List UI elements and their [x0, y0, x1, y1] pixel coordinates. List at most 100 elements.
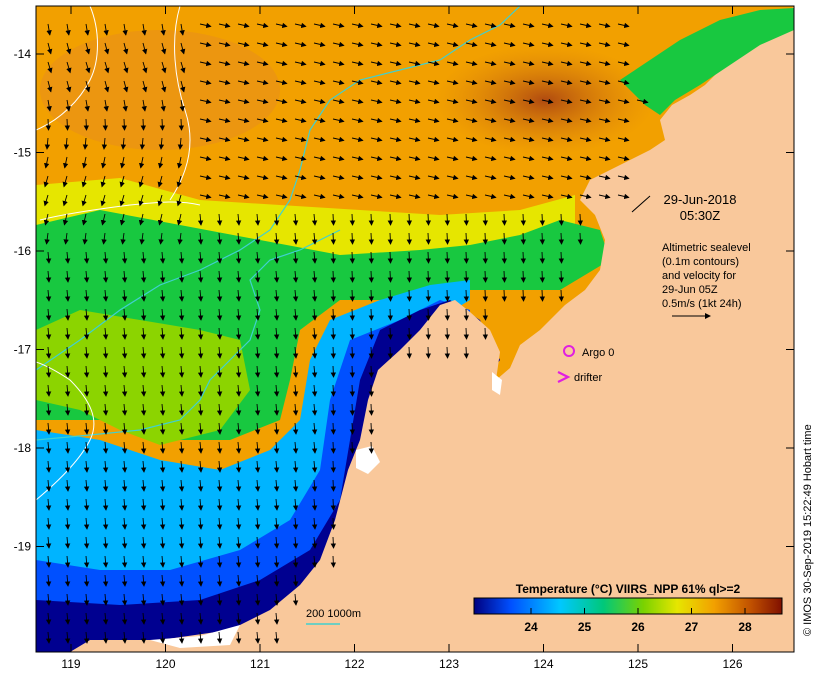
- velocity-arrow: [387, 251, 394, 264]
- velocity-arrow: [292, 289, 299, 302]
- legend-line: 0.5m/s (1kt 24h): [662, 298, 741, 310]
- colorbar-tick-label: 27: [685, 620, 699, 634]
- velocity-arrow: [292, 327, 299, 340]
- velocity-arrow: [617, 117, 630, 124]
- velocity-arrow: [617, 41, 630, 48]
- velocity-arrow: [43, 175, 49, 188]
- velocity-arrow: [45, 536, 52, 549]
- velocity-arrow: [273, 536, 280, 549]
- velocity-arrow: [64, 498, 71, 511]
- velocity-arrow: [121, 403, 128, 416]
- velocity-arrow: [218, 41, 231, 48]
- velocity-arrow: [617, 155, 630, 162]
- velocity-arrow: [83, 574, 90, 587]
- velocity-arrow: [560, 22, 573, 29]
- velocity-arrow: [121, 517, 128, 530]
- velocity-arrow: [541, 155, 554, 162]
- isobath-200m: [36, 6, 521, 371]
- velocity-arrow: [484, 79, 497, 86]
- velocity-arrow: [292, 213, 299, 226]
- velocity-arrow: [45, 517, 52, 530]
- velocity-arrow: [197, 270, 204, 283]
- velocity-arrow: [237, 79, 250, 86]
- velocity-arrow: [140, 327, 147, 340]
- velocity-arrow: [140, 517, 147, 530]
- velocity-arrow: [102, 308, 109, 321]
- velocity-arrow: [311, 555, 318, 568]
- velocity-arrow: [159, 118, 166, 131]
- drifter-label: drifter: [574, 372, 602, 384]
- velocity-arrow: [119, 194, 125, 207]
- velocity-arrow: [121, 631, 128, 644]
- velocity-arrow: [197, 593, 204, 606]
- velocity-arrow: [197, 251, 204, 264]
- velocity-arrow: [368, 251, 375, 264]
- x-tick-label: 124: [533, 657, 553, 671]
- velocity-arrow: [178, 460, 185, 473]
- velocity-arrow: [482, 213, 489, 226]
- velocity-arrow: [45, 479, 52, 492]
- velocity-arrow: [598, 117, 611, 124]
- velocity-arrow: [273, 517, 280, 530]
- velocity-arrow: [254, 631, 261, 644]
- velocity-arrow: [330, 308, 337, 321]
- colorbar-tick-label: 24: [524, 620, 538, 634]
- velocity-arrow: [218, 174, 231, 181]
- velocity-arrow: [237, 22, 250, 29]
- velocity-arrow: [64, 517, 71, 530]
- velocity-arrow: [102, 251, 109, 264]
- time-pointer: [631, 195, 651, 213]
- velocity-arrow: [235, 517, 242, 530]
- velocity-arrow: [178, 498, 185, 511]
- velocity-arrow: [83, 593, 90, 606]
- velocity-arrow: [64, 365, 71, 378]
- velocity-arrow: [254, 536, 261, 549]
- velocity-arrow: [62, 213, 69, 226]
- velocity-arrow: [254, 498, 261, 511]
- velocity-arrow: [178, 118, 185, 131]
- velocity-arrow: [273, 612, 280, 625]
- x-tick-label: 126: [722, 657, 742, 671]
- velocity-arrow: [275, 98, 288, 105]
- velocity-arrow: [45, 612, 52, 625]
- velocity-arrow: [313, 174, 326, 181]
- velocity-arrow: [199, 60, 212, 67]
- velocity-arrow: [579, 41, 592, 48]
- velocity-arrow: [83, 479, 90, 492]
- velocity-arrow: [444, 270, 451, 283]
- velocity-arrow: [330, 346, 337, 359]
- velocity-arrow: [256, 41, 269, 48]
- velocity-arrow: [254, 555, 261, 568]
- velocity-arrow: [180, 61, 186, 74]
- velocity-arrow: [579, 136, 592, 143]
- velocity-arrow: [45, 251, 52, 264]
- velocity-arrow: [197, 574, 204, 587]
- velocity-arrow: [463, 213, 470, 226]
- colorbar-gradient: [473, 597, 783, 615]
- velocity-arrow: [273, 289, 280, 302]
- velocity-arrow: [484, 136, 497, 143]
- velocity-arrow: [330, 251, 337, 264]
- velocity-arrow: [444, 346, 451, 359]
- velocity-arrow: [43, 194, 49, 207]
- velocity-arrow: [387, 346, 394, 359]
- velocity-arrow: [539, 232, 546, 245]
- velocity-arrow: [161, 80, 167, 93]
- velocity-arrow: [292, 536, 299, 549]
- velocity-arrow: [598, 136, 611, 143]
- velocity-arrow: [177, 137, 184, 150]
- velocity-arrow: [254, 612, 261, 625]
- velocity-arrow: [140, 441, 147, 454]
- velocity-arrow: [387, 327, 394, 340]
- velocity-arrow: [503, 41, 516, 48]
- velocity-arrow: [81, 213, 88, 226]
- velocity-arrow: [294, 41, 307, 48]
- velocity-arrow: [64, 593, 71, 606]
- velocity-arrow: [122, 23, 128, 36]
- velocity-arrow: [254, 460, 261, 473]
- velocity-arrow: [197, 289, 204, 302]
- velocity-arrow: [273, 213, 280, 226]
- velocity-arrow: [330, 327, 337, 340]
- velocity-arrow: [235, 631, 242, 644]
- velocity-arrow: [45, 555, 52, 568]
